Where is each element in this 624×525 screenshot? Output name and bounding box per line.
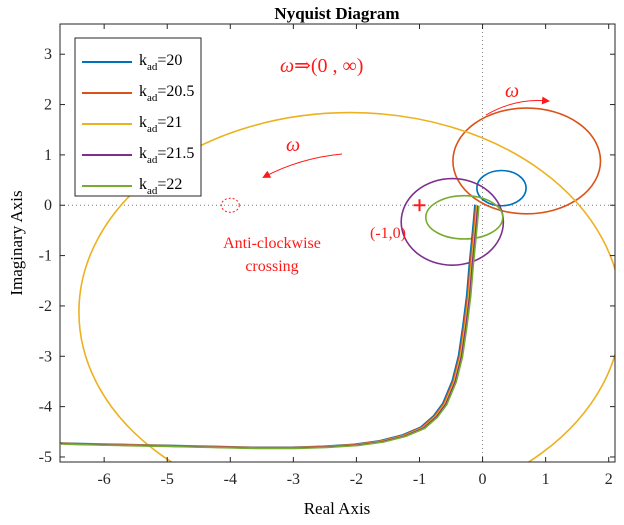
legend-label-4: kad=21.5 — [139, 145, 194, 166]
y-tick-label: 1 — [44, 147, 52, 164]
y-tick-label: -1 — [39, 248, 52, 265]
series-loop-5 — [424, 194, 504, 240]
crossing-marker — [220, 197, 240, 213]
x-axis-label: Real Axis — [304, 499, 371, 518]
legend-label-3: kad=21 — [139, 114, 182, 135]
series-loop-4 — [400, 177, 505, 266]
annotations: ω⇒(0 , ∞) ω ω Anti-clockwise crossing (-… — [220, 55, 550, 275]
x-tick-label: -3 — [287, 471, 300, 488]
x-tick-label: -2 — [350, 471, 363, 488]
x-tick-label: 1 — [542, 471, 550, 488]
omega-arrow-right — [485, 96, 550, 116]
critical-point-label: (-1,0) — [370, 225, 406, 242]
x-axis-ticks: -6 -5 -4 -3 -2 -1 0 1 2 — [97, 24, 613, 488]
crossing-label-line1: Anti-clockwise — [223, 235, 321, 252]
omega-arrow-left — [262, 153, 343, 178]
omega-label-left: ω — [286, 134, 300, 156]
series-loop-3 — [78, 111, 615, 462]
legend: kad=20 kad=20.5 kad=21 kad=21.5 kad=22 — [74, 37, 202, 197]
omega-symbol: ω — [280, 55, 294, 77]
x-tick-label: 2 — [605, 471, 613, 488]
series-tail-5 — [61, 205, 480, 450]
legend-label-5: kad=22 — [139, 176, 182, 197]
series-loop-2 — [452, 107, 602, 215]
omega-range-text: ⇒(0 , ∞) — [294, 55, 363, 77]
critical-point-marker — [413, 199, 426, 212]
omega-range-annotation: ω⇒(0 , ∞) — [280, 55, 363, 77]
x-tick-label: 0 — [479, 471, 487, 488]
nyquist-curves — [60, 107, 615, 462]
y-tick-label: -5 — [39, 449, 52, 466]
series-loop-1 — [476, 169, 527, 207]
y-tick-label: 0 — [44, 197, 52, 214]
y-tick-label: -2 — [39, 298, 52, 315]
x-tick-label: -6 — [97, 471, 110, 488]
x-tick-label: -1 — [413, 471, 426, 488]
chart-title: Nyquist Diagram — [274, 4, 399, 23]
y-tick-label: 2 — [44, 97, 52, 114]
y-tick-label: 3 — [44, 46, 52, 63]
x-tick-label: -5 — [161, 471, 174, 488]
x-tick-label: -4 — [224, 471, 237, 488]
y-tick-label: -3 — [39, 348, 52, 365]
y-axis-label: Imaginary Axis — [7, 190, 26, 295]
plot-frame — [59, 23, 616, 463]
y-axis-ticks: 3 2 1 0 -1 -2 -3 -4 -5 — [39, 46, 615, 466]
y-tick-label: -4 — [39, 399, 52, 416]
legend-label-1: kad=20 — [139, 52, 182, 73]
legend-box — [74, 37, 202, 197]
omega-label-right: ω — [505, 80, 519, 102]
crossing-label-line2: crossing — [245, 258, 298, 275]
legend-label-2: kad=20.5 — [139, 83, 194, 104]
zero-lines — [60, 24, 615, 462]
